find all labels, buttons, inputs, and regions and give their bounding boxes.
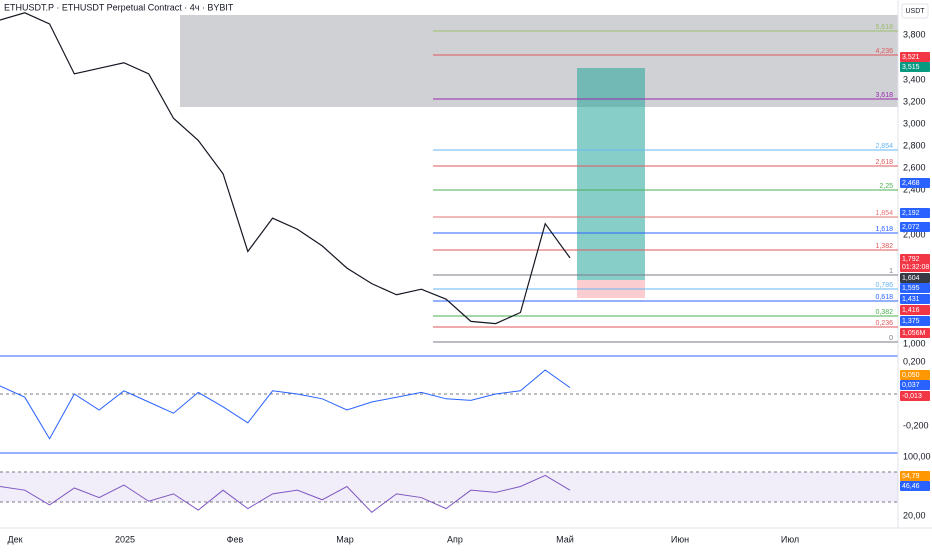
macd-line <box>0 369 571 440</box>
currency[interactable]: USDT <box>905 8 925 15</box>
price-badge <box>900 62 930 72</box>
rsi-line <box>0 474 571 513</box>
price-tick-label: 2,400 <box>903 184 926 194</box>
time-tick-label: Мар <box>336 534 354 544</box>
price-badge-text: 1,792 <box>902 256 920 263</box>
fib-label: 1,854 <box>875 210 893 217</box>
fib-label: 1 <box>889 268 893 275</box>
price-badge-text: 3,521 <box>902 54 920 61</box>
macd-tick-label: 0,200 <box>903 356 926 366</box>
price-badge-text: 2,072 <box>902 224 920 231</box>
price-badge-text: 2,468 <box>902 180 920 187</box>
price-badge-text: 0,037 <box>902 382 920 389</box>
price-badge-text: 1,375 <box>902 318 920 325</box>
chart-title: ETHUSDT.P · ETHUSDT Perpetual Contract ·… <box>4 2 234 12</box>
price-badge <box>900 222 930 232</box>
price-badge <box>900 273 930 283</box>
price-badge <box>900 262 930 272</box>
price-badge-text: 54,79 <box>902 473 920 480</box>
target-box <box>577 68 645 280</box>
fib-label: 2,25 <box>879 183 893 190</box>
rsi-band <box>0 472 898 502</box>
price-tick-label: 1,000 <box>903 338 926 348</box>
fib-label: 1,382 <box>875 243 893 250</box>
fib-label: 4,236 <box>875 48 893 55</box>
price-badge <box>900 305 930 315</box>
price-badge <box>900 481 930 491</box>
price-badge <box>900 294 930 304</box>
price-tick-label: 2,800 <box>903 140 926 150</box>
price-badge-text: 2,192 <box>902 210 920 217</box>
fib-label: 0 <box>889 335 893 342</box>
price-badge-text: 1,604 <box>902 275 920 282</box>
price-badge <box>900 52 930 62</box>
price-tick-label: 3,400 <box>903 74 926 84</box>
price-badge <box>900 328 930 338</box>
price-badge <box>900 471 930 481</box>
fib-label: 1,618 <box>875 226 893 233</box>
price-badge-text: 1,595 <box>902 285 920 292</box>
macd-tick-label: -0,200 <box>903 420 929 430</box>
price-badge <box>900 370 930 380</box>
time-tick-label: Дек <box>7 534 22 544</box>
time-tick-label: Июл <box>781 534 799 544</box>
currency-box[interactable] <box>901 3 929 19</box>
time-tick-label: Май <box>556 534 574 544</box>
price-badge-text: -0,013 <box>902 393 922 400</box>
zone-box <box>180 15 898 107</box>
price-badge-text: 1,431 <box>902 296 920 303</box>
price-badge <box>900 391 930 401</box>
price-badge-text: 0,050 <box>902 372 920 379</box>
price-line <box>0 12 571 325</box>
price-badge-text: 1,416 <box>902 307 920 314</box>
time-tick-label: Апр <box>447 534 463 544</box>
fib-label: 0,236 <box>875 320 893 327</box>
price-badge <box>900 380 930 390</box>
price-badge <box>900 254 930 264</box>
price-badge <box>900 208 930 218</box>
fib-label: 0,382 <box>875 309 893 316</box>
fib-label: 2,854 <box>875 143 893 150</box>
fib-label: 0,618 <box>875 294 893 301</box>
rsi-tick-label: 20,00 <box>903 510 926 520</box>
price-tick-label: 3,800 <box>903 29 926 39</box>
price-badge <box>900 178 930 188</box>
rsi-tick-label: 100,00 <box>903 451 931 461</box>
price-tick-label: 3,200 <box>903 96 926 106</box>
time-tick-label: Июн <box>671 534 689 544</box>
price-badge <box>900 316 930 326</box>
time-tick-label: 2025 <box>115 534 135 544</box>
price-tick-label: 2,000 <box>903 229 926 239</box>
time-tick-label: Фев <box>227 534 244 544</box>
price-tick-label: 2,600 <box>903 162 926 172</box>
price-badge-text: 46,46 <box>902 483 920 490</box>
fib-label: 2,618 <box>875 159 893 166</box>
price-badge-text: 1,056M <box>902 330 926 337</box>
price-badge <box>900 283 930 293</box>
fib-label: 5,618 <box>875 24 893 31</box>
fib-label: 3,618 <box>875 92 893 99</box>
price-badge-text: 01:32:08 <box>902 264 929 271</box>
price-tick-label: 3,000 <box>903 118 926 128</box>
price-badge-text: 3,515 <box>902 64 920 71</box>
fib-label: 0,786 <box>875 282 893 289</box>
